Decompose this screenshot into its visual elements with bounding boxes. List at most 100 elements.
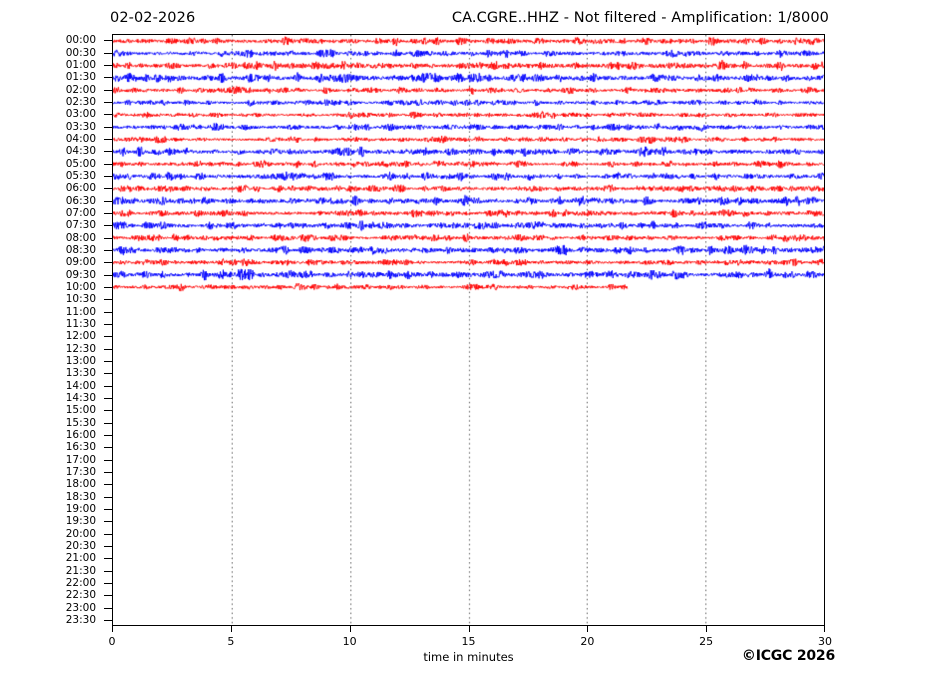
y-tick-label: 16:00 xyxy=(65,428,96,441)
y-tick-mark xyxy=(104,348,112,350)
y-tick-mark xyxy=(104,64,112,66)
y-tick-mark xyxy=(104,40,112,42)
y-tick-label: 00:30 xyxy=(65,46,96,59)
y-tick-label: 03:30 xyxy=(65,120,96,133)
x-tick-label: 25 xyxy=(699,635,714,648)
y-tick-mark xyxy=(104,385,112,387)
y-tick-label: 11:00 xyxy=(65,305,96,318)
y-tick-mark xyxy=(104,496,112,498)
y-tick-label: 13:00 xyxy=(65,354,96,367)
y-tick-label: 18:00 xyxy=(65,477,96,490)
y-tick-label: 23:30 xyxy=(65,613,96,626)
y-tick-label: 17:30 xyxy=(65,465,96,478)
y-tick-mark xyxy=(104,595,112,597)
y-tick-label: 11:30 xyxy=(65,317,96,330)
y-tick-label: 20:00 xyxy=(65,527,96,540)
y-tick-label: 07:30 xyxy=(65,218,96,231)
y-tick-label: 15:30 xyxy=(65,416,96,429)
y-tick-label: 02:00 xyxy=(65,83,96,96)
y-tick-mark xyxy=(104,175,112,177)
x-tick-label: 15 xyxy=(461,635,476,648)
y-tick-mark xyxy=(104,212,112,214)
y-tick-mark xyxy=(104,545,112,547)
seismogram-traces xyxy=(113,35,824,625)
x-tick-label: 10 xyxy=(342,635,357,648)
y-tick-mark xyxy=(104,163,112,165)
y-tick-mark xyxy=(104,200,112,202)
y-tick-label: 12:00 xyxy=(65,329,96,342)
y-tick-mark xyxy=(104,274,112,276)
x-tick-mark xyxy=(706,626,708,632)
y-tick-mark xyxy=(104,521,112,523)
x-tick-mark xyxy=(468,626,470,632)
y-tick-mark xyxy=(104,151,112,153)
y-tick-mark xyxy=(104,89,112,91)
y-tick-label: 01:00 xyxy=(65,58,96,71)
y-tick-label: 18:30 xyxy=(65,490,96,503)
plot-date: 02-02-2026 xyxy=(110,10,196,26)
y-tick-mark xyxy=(104,336,112,338)
x-tick-mark xyxy=(587,626,589,632)
y-tick-label: 10:00 xyxy=(65,280,96,293)
x-axis-title: time in minutes xyxy=(423,650,514,664)
x-tick-label: 20 xyxy=(580,635,595,648)
y-tick-label: 01:30 xyxy=(65,70,96,83)
y-tick-mark xyxy=(104,619,112,621)
y-tick-mark xyxy=(104,373,112,375)
y-tick-label: 12:30 xyxy=(65,342,96,355)
x-tick-label: 30 xyxy=(818,635,832,648)
y-tick-mark xyxy=(104,237,112,239)
copyright-notice: ©ICGC 2026 xyxy=(741,648,835,664)
y-tick-mark xyxy=(104,188,112,190)
y-tick-mark xyxy=(104,77,112,79)
y-tick-mark xyxy=(104,582,112,584)
x-tick-mark xyxy=(112,626,113,632)
y-tick-mark xyxy=(104,533,112,535)
y-tick-label: 08:00 xyxy=(65,231,96,244)
y-tick-mark xyxy=(104,607,112,609)
y-tick-label: 04:30 xyxy=(65,144,96,157)
y-tick-label: 00:00 xyxy=(65,33,96,46)
y-tick-label: 13:30 xyxy=(65,366,96,379)
y-tick-label: 10:30 xyxy=(65,292,96,305)
y-tick-mark xyxy=(104,570,112,572)
y-tick-mark xyxy=(104,459,112,461)
y-tick-label: 09:30 xyxy=(65,268,96,281)
y-tick-mark xyxy=(104,471,112,473)
y-tick-mark xyxy=(104,126,112,128)
y-tick-label: 02:30 xyxy=(65,95,96,108)
x-tick-label: 0 xyxy=(108,635,116,648)
y-tick-label: 09:00 xyxy=(65,255,96,268)
plot-title: CA.CGRE..HHZ - Not filtered - Amplificat… xyxy=(451,10,829,26)
y-tick-mark xyxy=(104,484,112,486)
y-tick-mark xyxy=(104,138,112,140)
y-tick-mark xyxy=(104,114,112,116)
y-tick-mark xyxy=(104,422,112,424)
y-tick-label: 21:00 xyxy=(65,551,96,564)
plot-area xyxy=(112,34,825,626)
y-tick-label: 08:30 xyxy=(65,243,96,256)
x-tick-mark xyxy=(823,626,825,632)
x-axis: 0 5 10 15 20 25 30 xyxy=(108,626,832,666)
x-tick-mark xyxy=(349,626,351,632)
y-tick-mark xyxy=(104,311,112,313)
y-tick-mark xyxy=(104,410,112,412)
y-tick-mark xyxy=(104,52,112,54)
y-tick-mark xyxy=(104,434,112,436)
y-tick-label: 20:30 xyxy=(65,539,96,552)
y-tick-label: 16:30 xyxy=(65,440,96,453)
y-tick-label: 22:30 xyxy=(65,588,96,601)
y-tick-label: 21:30 xyxy=(65,564,96,577)
y-tick-mark xyxy=(104,286,112,288)
y-tick-label: 19:00 xyxy=(65,502,96,515)
y-tick-mark xyxy=(104,225,112,227)
y-tick-mark xyxy=(104,558,112,560)
y-tick-label: 14:30 xyxy=(65,391,96,404)
y-tick-mark xyxy=(104,447,112,449)
y-tick-mark xyxy=(104,323,112,325)
y-tick-label: 05:30 xyxy=(65,169,96,182)
y-tick-label: 17:00 xyxy=(65,453,96,466)
y-tick-mark xyxy=(104,508,112,510)
y-tick-mark xyxy=(104,397,112,399)
